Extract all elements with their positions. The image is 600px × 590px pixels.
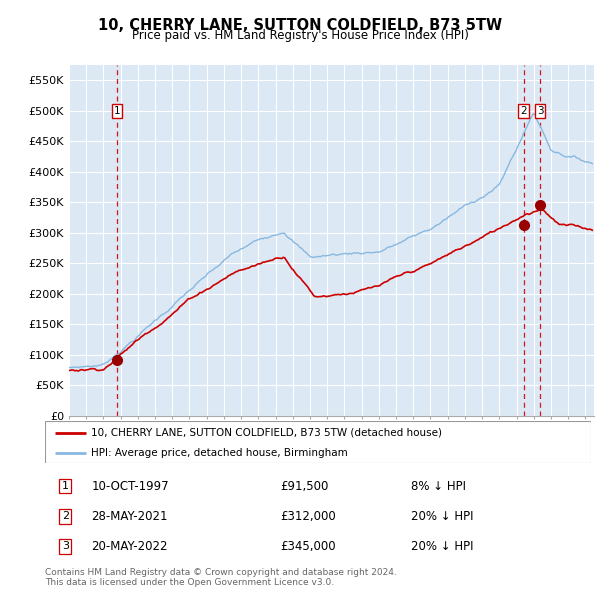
Text: 20% ↓ HPI: 20% ↓ HPI [411, 510, 473, 523]
Text: 20% ↓ HPI: 20% ↓ HPI [411, 540, 473, 553]
Text: 2: 2 [62, 512, 69, 521]
Text: 1: 1 [113, 106, 120, 116]
Text: 10, CHERRY LANE, SUTTON COLDFIELD, B73 5TW: 10, CHERRY LANE, SUTTON COLDFIELD, B73 5… [98, 18, 502, 32]
Text: 8% ↓ HPI: 8% ↓ HPI [411, 480, 466, 493]
Text: 28-MAY-2021: 28-MAY-2021 [91, 510, 168, 523]
Text: 20-MAY-2022: 20-MAY-2022 [91, 540, 168, 553]
Text: 3: 3 [62, 542, 69, 552]
Text: Contains HM Land Registry data © Crown copyright and database right 2024.
This d: Contains HM Land Registry data © Crown c… [45, 568, 397, 587]
Text: Price paid vs. HM Land Registry's House Price Index (HPI): Price paid vs. HM Land Registry's House … [131, 30, 469, 42]
FancyBboxPatch shape [45, 421, 591, 463]
Text: 3: 3 [537, 106, 544, 116]
Text: 10-OCT-1997: 10-OCT-1997 [91, 480, 169, 493]
Text: 1: 1 [62, 481, 69, 491]
Text: 2: 2 [520, 106, 527, 116]
Text: HPI: Average price, detached house, Birmingham: HPI: Average price, detached house, Birm… [91, 448, 348, 457]
Text: £345,000: £345,000 [280, 540, 335, 553]
Text: 10, CHERRY LANE, SUTTON COLDFIELD, B73 5TW (detached house): 10, CHERRY LANE, SUTTON COLDFIELD, B73 5… [91, 428, 442, 438]
Text: £91,500: £91,500 [280, 480, 328, 493]
Text: £312,000: £312,000 [280, 510, 335, 523]
